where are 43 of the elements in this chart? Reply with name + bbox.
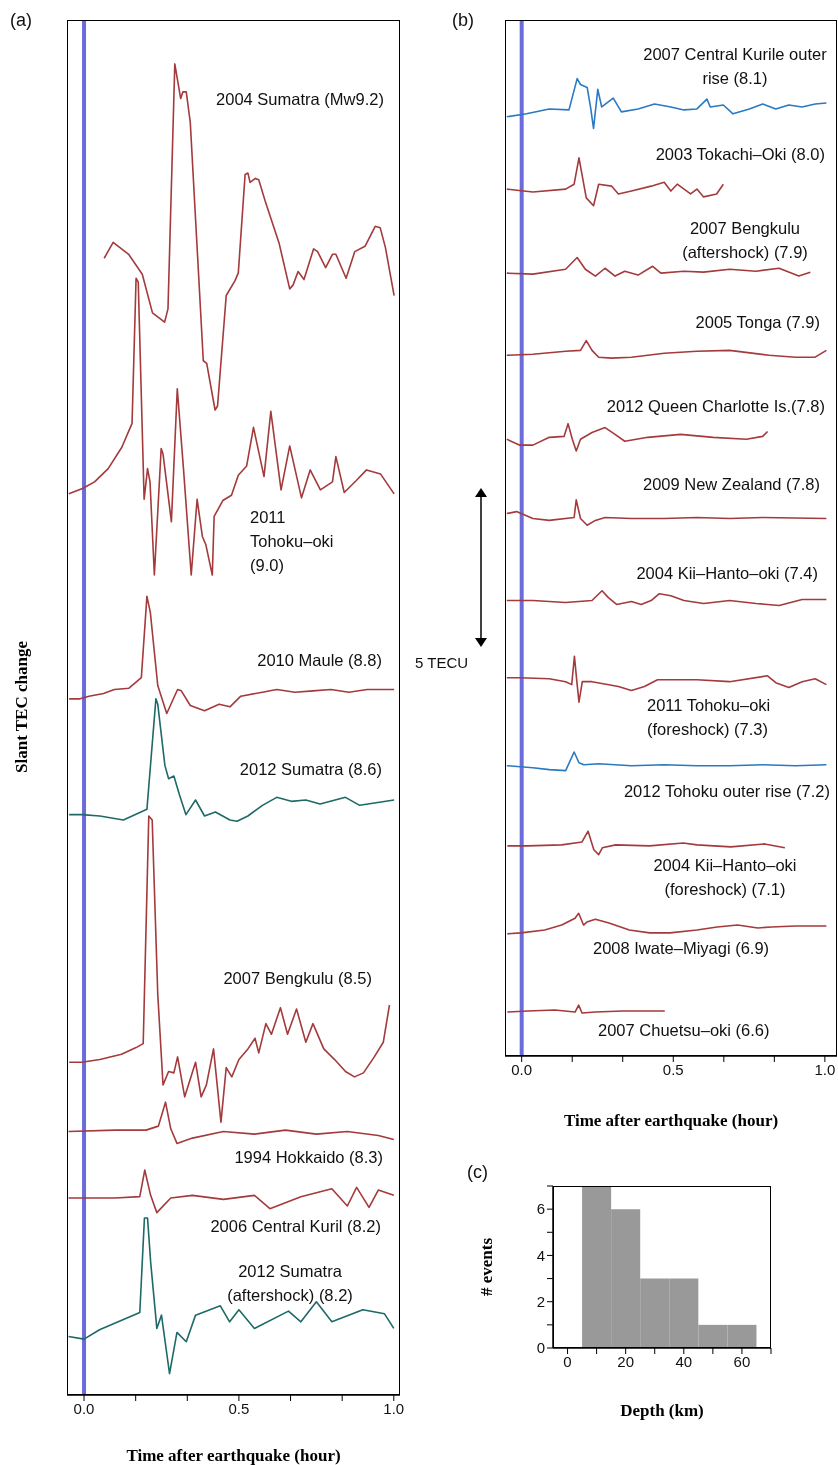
series-label: 2012 Sumatra (aftershock) (8.2) [226, 1261, 354, 1306]
series-label: 2004 Kii–Hanto–oki (7.4) [635, 563, 818, 584]
x-tick-label: 0 [563, 1352, 572, 1370]
x-tick-label: 0.5 [662, 1060, 684, 1078]
series-label: 2004 Sumatra (Mw9.2) [215, 89, 385, 110]
series-label: 2005 Tonga (7.9) [694, 312, 820, 333]
series-label: 2012 Tohoku outer rise (7.2) [622, 781, 830, 802]
x-tick-label: 20 [617, 1352, 635, 1370]
series-label: 2006 Central Kuril (8.2) [209, 1216, 381, 1237]
chart-title: (c) [467, 1161, 488, 1184]
series-label: 2009 New Zealand (7.8) [641, 474, 820, 495]
series-label: 2007 Bengkulu (aftershock) (7.9) [681, 218, 809, 263]
y-axis-title: # events [477, 1237, 497, 1297]
x-tick-label: 1.0 [814, 1060, 836, 1078]
x-tick-label: 0.0 [511, 1060, 533, 1078]
y-tick-label: 6 [536, 1200, 545, 1218]
y-tick-label: 4 [536, 1246, 545, 1264]
x-axis-title: Time after earthquake (hour) [563, 1111, 779, 1130]
y-tick-label: 2 [536, 1293, 545, 1311]
series-label: 2007 Central Kurile outer rise (8.1) [642, 44, 828, 89]
text: 5 TECU [415, 653, 469, 673]
chart-title: (a) [10, 9, 32, 32]
series-label: 2010 Maule (8.8) [256, 650, 382, 671]
x-tick-label: 40 [675, 1352, 693, 1370]
series-label: 2011 Tohoku–oki (9.0) [250, 507, 335, 576]
chart-title: (b) [452, 9, 474, 32]
series-label: 2007 Bengkulu (8.5) [222, 968, 372, 989]
series-label: 2007 Chuetsu–oki (6.6) [598, 1020, 771, 1041]
x-tick-label: 1.0 [383, 1399, 405, 1417]
x-tick-label: 0.0 [73, 1399, 95, 1417]
series-label: 2003 Tokachi–Oki (8.0) [654, 144, 825, 165]
series-label: 2012 Sumatra (8.6) [238, 759, 382, 780]
series-label: 2011 Tohoku–oki (foreshock) (7.3) [647, 695, 772, 740]
x-axis-title: Depth (km) [620, 1401, 704, 1420]
series-label: 2008 Iwate–Miyagi (6.9) [593, 938, 771, 959]
x-tick-label: 60 [733, 1352, 751, 1370]
series-label: 2012 Queen Charlotte Is.(7.8) [605, 396, 825, 417]
y-tick-label: 0 [536, 1339, 545, 1357]
series-label: 2004 Kii–Hanto–oki (foreshock) (7.1) [652, 855, 798, 900]
y-axis-title: Slant TEC change [12, 641, 32, 773]
x-axis-title: Time after earthquake (hour) [126, 1446, 341, 1465]
series-label: 1994 Hokkaido (8.3) [233, 1147, 383, 1168]
x-tick-label: 0.5 [228, 1399, 250, 1417]
